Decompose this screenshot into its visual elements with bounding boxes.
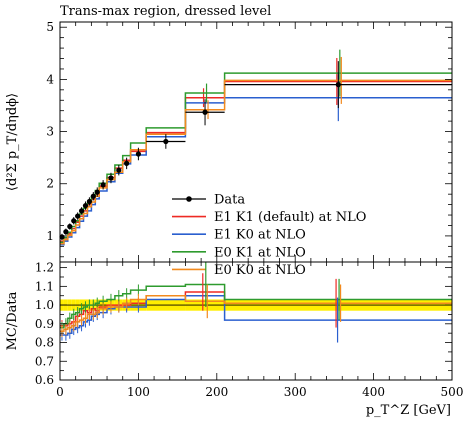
ratio-plot-data: [60, 262, 452, 343]
data-point: [335, 82, 341, 88]
data-point: [100, 182, 106, 188]
main-plot-y-axis-label: ⟨d²Σ p_T/dηdϕ⟩: [5, 93, 20, 191]
data-point: [94, 189, 100, 195]
x-tick-label: 500: [441, 385, 464, 399]
legend: Data E1 K1 (default) at NLO E1 K0 at NLO E0…: [172, 193, 366, 278]
legend-item: E1 K1 (default) at NLO: [172, 210, 366, 225]
ratio-plot-y-axis-label: MC/Data: [5, 291, 20, 350]
y-tick-label: 0.6: [35, 373, 54, 387]
y-tick-label: 1.2: [35, 261, 54, 275]
legend-label: E0 K1 at NLO: [214, 245, 306, 260]
y-tick-label: 1.0: [35, 298, 54, 312]
data-point: [90, 193, 96, 199]
data-point: [124, 160, 130, 166]
data-point: [135, 151, 141, 157]
ratio-plot-ticks: 0.6 0.7 0.8 0.9 1.0 1.1 1.2 0 100 200 300 400 500: [35, 261, 464, 399]
legend-item: E0 K1 at NLO: [172, 245, 306, 260]
x-axis-label: p_T^Z [GeV]: [366, 403, 451, 418]
legend-item: Data: [172, 193, 245, 208]
x-tick-label: 400: [362, 385, 385, 399]
data-point: [78, 208, 85, 214]
data-point: [82, 203, 89, 209]
y-tick-label: 4: [46, 72, 54, 86]
y-tick-label: 2: [46, 177, 54, 191]
data-point: [116, 167, 122, 173]
data-point: [63, 229, 69, 235]
y-tick-label: 1.1: [35, 279, 54, 293]
legend-marker-point: [186, 196, 192, 202]
data-point: [71, 218, 77, 224]
ratio-line-e0-k1-at-nlo: [60, 283, 452, 329]
ratio-plot-frame: [59, 261, 453, 381]
plot-title: Trans-max region, dressed level: [60, 4, 271, 19]
x-tick-label: 200: [205, 385, 228, 399]
x-tick-label: 300: [284, 385, 307, 399]
x-tick-label: 0: [56, 385, 64, 399]
ratio-line-e0-k0-at-nlo: [60, 294, 452, 333]
y-tick-label: 3: [46, 125, 54, 139]
data-point: [75, 213, 81, 219]
legend-label: E0 K0 at NLO: [214, 263, 306, 278]
x-tick-label: 100: [127, 385, 150, 399]
data-point: [163, 138, 169, 145]
main-plot-data: [59, 49, 452, 246]
legend-item: E0 K0 at NLO: [172, 263, 306, 278]
data-point: [202, 109, 208, 115]
legend-item: E1 K0 at NLO: [172, 228, 306, 243]
y-tick-label: 5: [46, 20, 54, 34]
y-tick-label: 0.9: [35, 317, 54, 331]
main-plot-y-ticks: 1 2 3 4 5: [46, 20, 453, 262]
data-point: [67, 223, 73, 230]
y-tick-label: 0.8: [35, 336, 54, 350]
legend-label: E1 K1 (default) at NLO: [214, 210, 366, 225]
data-point: [86, 198, 92, 205]
data-point: [108, 175, 114, 181]
ratio-plot-panel: 0.6 0.7 0.8 0.9 1.0 1.1 1.2 0 100 200 300 400 500 MC…: [5, 261, 463, 418]
legend-label: E1 K0 at NLO: [214, 228, 306, 243]
ratio-line-e1-k0-at-nlo: [60, 294, 452, 336]
main-plot-frame: [59, 21, 453, 263]
legend-label: Data: [214, 193, 245, 208]
y-tick-label: 0.7: [35, 354, 54, 368]
y-tick-label: 1: [46, 229, 54, 243]
series-line-e0-k0-at-nlo: [60, 79, 452, 245]
